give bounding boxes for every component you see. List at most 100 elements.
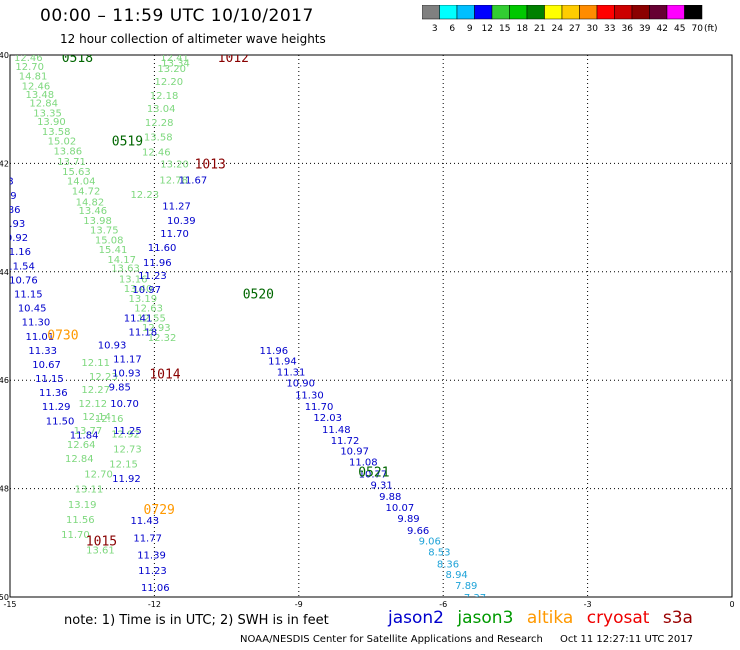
scale-label: 45 [674, 24, 685, 34]
wave-height-value: 13.16 [119, 274, 148, 285]
wave-height-value: 8.36 [437, 559, 459, 570]
x-tick-label: -6 [439, 600, 447, 609]
scale-label: 6 [449, 24, 455, 34]
footnote: note: 1) Time is in UTC; 2) SWH is in fe… [64, 613, 329, 628]
wave-height-value: 12.16 [95, 414, 124, 425]
wave-height-value: 11.70 [61, 530, 90, 541]
y-tick-label: -48 [0, 485, 9, 494]
wave-height-value: 12.70 [15, 62, 44, 73]
wave-height-value: 12.23 [89, 372, 118, 383]
wave-height-value: 12.46 [14, 53, 43, 64]
wave-height-value: 8.53 [428, 547, 450, 558]
wave-height-value: 12.03 [313, 413, 342, 424]
wave-height-value: 13.35 [33, 108, 62, 119]
wave-height-value: 15.63 [62, 167, 91, 178]
wave-height-value: 12.12 [78, 399, 107, 410]
wave-height-value: 13.34 [161, 59, 190, 70]
scale-label: 27 [569, 24, 580, 34]
scale-label: 30 [587, 24, 599, 34]
wave-height-value: 14.81 [19, 72, 48, 83]
wave-height-value: 13.04 [147, 104, 176, 115]
wave-height-value: 10.07 [386, 503, 415, 514]
wave-height-value: 11.67 [179, 176, 208, 187]
wave-height-value: 11.70 [305, 402, 334, 413]
wave-height-value: 11.30 [22, 318, 51, 329]
wave-height-value: 11.96 [259, 346, 288, 357]
wave-height-value: 12.84 [29, 99, 58, 110]
wave-height-value: 11.60 [148, 243, 177, 254]
y-tick-label: -44 [0, 268, 9, 277]
wave-height-value: 11.33 [28, 346, 57, 357]
legend-s3a: s3a [662, 608, 693, 628]
wave-height-value: 11.08 [349, 458, 378, 469]
scale-label: 70 [692, 24, 704, 34]
y-tick-label: -40 [0, 51, 9, 60]
wave-height-value: 10.93 [112, 369, 141, 380]
wave-height-value: 11.23 [138, 271, 167, 282]
wave-height-value: 12.23 [130, 190, 159, 201]
wave-height-value: 11.29 [42, 402, 71, 413]
wave-height-value: 13.20 [157, 64, 186, 75]
wave-height-value: 11.56 [66, 515, 95, 526]
wave-height-value: 11.41 [124, 313, 153, 324]
map-title: 00:00 – 11:59 UTC 10/10/2017 [40, 6, 314, 26]
wave-height-value: 10.90 [286, 378, 315, 389]
wave-height-value: 11.25 [113, 426, 142, 437]
wave-height-value: 12.20 [155, 77, 184, 88]
generated-timestamp: Oct 11 12:27:11 UTC 2017 [560, 634, 693, 645]
wave-height-value: 13.98 [83, 216, 112, 227]
scale-label: 33 [604, 24, 615, 34]
wave-height-value: 13.58 [42, 127, 71, 138]
y-tick-label: -42 [0, 159, 9, 168]
wave-height-value: 10.39 [167, 216, 196, 227]
wave-height-value: 13.75 [90, 226, 119, 237]
pass-time-marker: 0519 [112, 135, 143, 150]
wave-height-value: 12.84 [65, 454, 94, 465]
wave-height-value: 11.27 [162, 202, 191, 213]
observation-layer: 12.4612.7014.8112.4613.4812.8413.3513.90… [0, 51, 486, 604]
map-subtitle: 12 hour collection of altimeter wave hei… [60, 32, 326, 46]
wave-height-value: 15.08 [95, 235, 124, 246]
wave-height-value: 13.19 [129, 294, 158, 305]
scale-label: 12 [482, 24, 493, 34]
wave-height-value: 12.64 [67, 440, 96, 451]
legend-jason2: jason2 [388, 608, 444, 628]
wave-height-value: 9.06 [419, 537, 441, 548]
wave-height-value: 10.93 [0, 219, 25, 230]
wave-height-value: 9.85 [109, 383, 131, 394]
wave-height-value: 9.89 [397, 514, 419, 525]
wave-height-value: 10.97 [132, 285, 161, 296]
wave-height-value: 13.20 [160, 159, 189, 170]
wave-height-value: 11.17 [113, 355, 142, 366]
scale-swatch [684, 5, 703, 20]
wave-height-value: 15.02 [48, 137, 77, 148]
wave-height-value: 15.41 [99, 245, 128, 256]
pass-time-marker: 0521 [358, 465, 389, 480]
wave-height-value: 11.15 [14, 289, 43, 300]
wave-height-value: 7.89 [455, 581, 477, 592]
pass-time-marker: 0520 [243, 287, 274, 302]
wave-height-value: 12.92 [111, 429, 140, 440]
wave-height-value: 11.96 [143, 258, 172, 269]
pass-time-marker: 0730 [47, 329, 78, 344]
wave-height-value: 10.45 [18, 304, 47, 315]
wave-height-value: 12.78 [159, 176, 188, 187]
wave-height-value: 12.46 [142, 147, 171, 158]
wave-height-value: 7.37 [464, 593, 486, 604]
pass-time-marker: 1012 [218, 51, 249, 66]
wave-height-map: -15-12-9-6-30-40-42-44-46-48-5012.4612.7… [0, 51, 735, 609]
wave-height-value: 10.97 [340, 447, 369, 458]
wave-height-value: 12.41 [160, 53, 189, 64]
wave-height-value: 12.55 [137, 313, 166, 324]
wave-height-value: 11.43 [130, 516, 159, 527]
wave-height-value: 11.36 [39, 388, 68, 399]
wave-height-value: 12.15 [109, 460, 138, 471]
wave-height-value: 8.94 [446, 570, 468, 581]
pass-time-marker: 0518 [62, 51, 93, 66]
wave-height-value: 11.23 [138, 566, 167, 577]
wave-height-value: 11.18 [129, 327, 158, 338]
wave-height-value: 13.63 [111, 263, 140, 274]
wave-height-value: 10.83 [0, 177, 14, 188]
wave-height-value: 12.93 [142, 323, 171, 334]
wave-height-value: 11.16 [2, 247, 31, 258]
